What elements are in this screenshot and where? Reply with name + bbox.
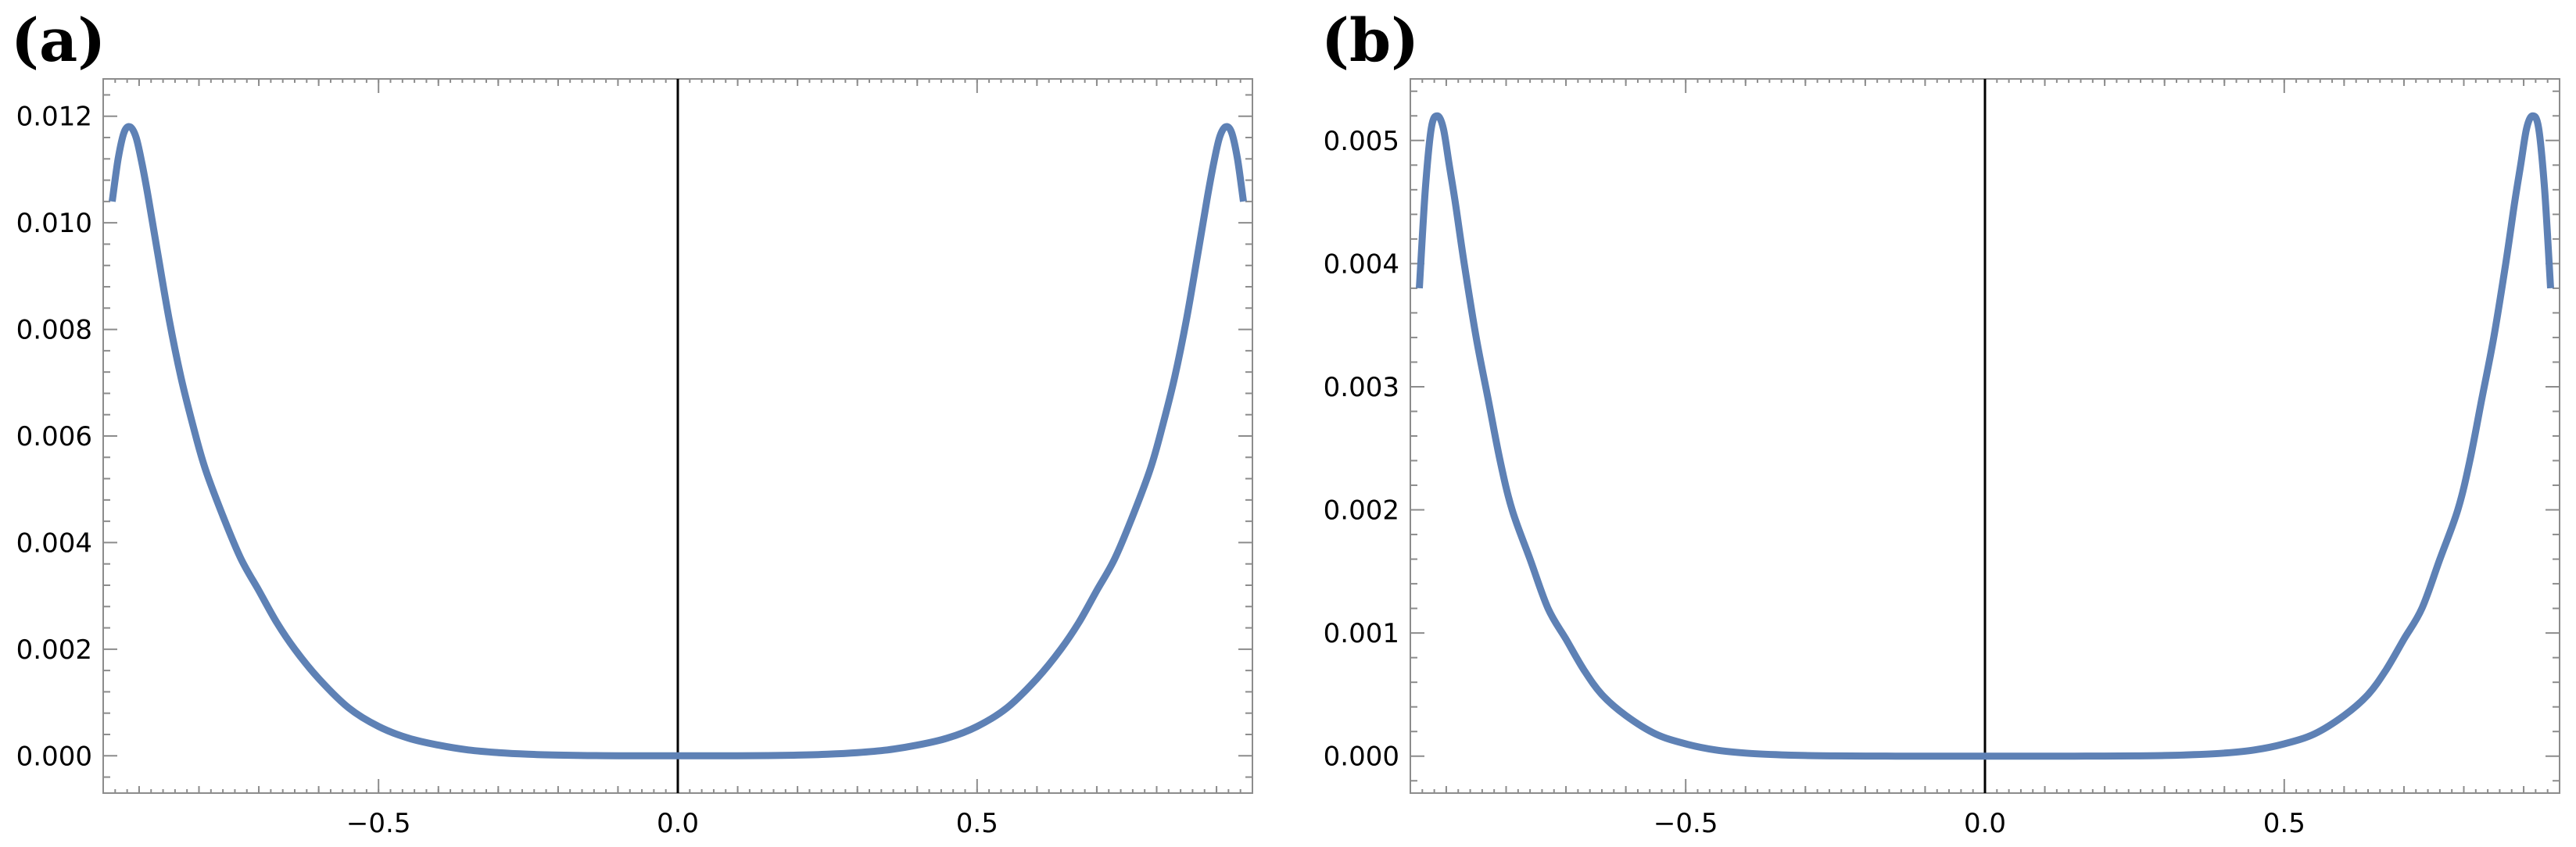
x-tick-label: −0.5 [346,808,411,839]
x-tick-label: 0.0 [657,808,699,839]
y-tick-label: 0.000 [1324,742,1399,773]
x-tick-label: 0.5 [2263,808,2306,839]
y-tick-label: 0.004 [1324,248,1399,280]
panel-label: (b) [1321,5,1419,75]
y-tick-label: 0.002 [16,634,92,666]
y-tick-label: 0.000 [16,741,92,772]
x-tick-label: 0.5 [956,808,998,839]
y-tick-label: 0.004 [16,527,92,559]
y-tick-label: 0.008 [16,315,92,346]
series-line [109,123,1247,759]
y-tick-label: 0.005 [1324,126,1399,157]
y-tick-label: 0.002 [1324,495,1399,527]
y-tick-label: 0.012 [16,102,92,133]
y-tick-label: 0.010 [16,208,92,239]
panel-label: (a) [11,5,106,75]
y-tick-label: 0.006 [16,421,92,452]
x-tick-label: −0.5 [1653,808,1718,839]
series-line [1415,112,2554,760]
chart-panel-a: (a) −0.5 0.0 0.5 0.000 0.002 0.004 0.006 0.008 0.… [11,5,1253,839]
y-tick-label: 0.003 [1324,372,1399,403]
x-tick-label: 0.0 [1964,808,2006,839]
y-tick-label: 0.001 [1324,618,1399,649]
chart-panel-b: (b) −0.5 0.0 0.5 0.000 0.001 0.002 0.003 0.004 0.… [1321,5,2560,839]
